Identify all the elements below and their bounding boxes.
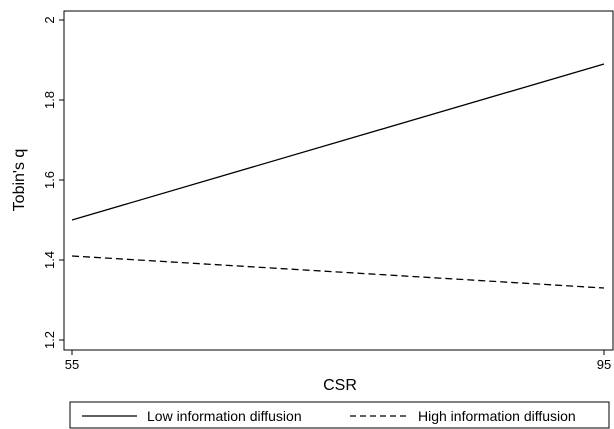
x-tick-label: 55	[65, 357, 79, 372]
series-group	[71, 63, 605, 289]
legend-label-low: Low information diffusion	[147, 408, 302, 424]
series-line-high-information-diffusion	[71, 255, 605, 289]
y-tick-label: 1.8	[42, 91, 57, 109]
y-tick-label: 1.6	[42, 171, 57, 189]
x-axis: 55 95	[65, 350, 611, 372]
legend-label-high: High information diffusion	[418, 408, 576, 424]
plot-area	[63, 10, 614, 351]
x-tick-label: 95	[597, 357, 611, 372]
y-axis: 1.2 1.4 1.6 1.8 2	[42, 16, 64, 349]
series-line-low-information-diffusion	[71, 63, 605, 221]
legend: Low information diffusion High informati…	[69, 401, 610, 429]
y-axis-title: Tobin's q	[11, 149, 28, 212]
x-axis-title: CSR	[323, 377, 357, 394]
y-tick-label: 2	[42, 16, 57, 23]
y-tick-label: 1.4	[42, 251, 57, 269]
y-tick-label: 1.2	[42, 331, 57, 349]
legend-box	[69, 401, 610, 429]
